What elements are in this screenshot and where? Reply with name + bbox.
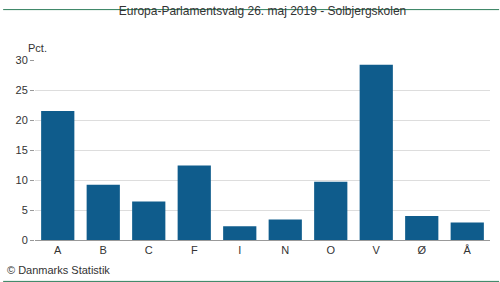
svg-text:20: 20 [16, 114, 28, 126]
svg-text:0: 0 [22, 234, 28, 246]
svg-text:30: 30 [16, 54, 28, 66]
svg-text:Ø: Ø [417, 244, 426, 256]
svg-text:A: A [54, 244, 62, 256]
svg-text:5: 5 [22, 204, 28, 216]
svg-text:Europa-Parlamentsvalg 26. maj: Europa-Parlamentsvalg 26. maj 2019 - Sol… [119, 4, 407, 18]
svg-text:V: V [373, 244, 381, 256]
svg-text:O: O [326, 244, 335, 256]
svg-text:10: 10 [16, 174, 28, 186]
svg-text:N: N [281, 244, 289, 256]
svg-text:C: C [145, 244, 153, 256]
svg-text:Pct.: Pct. [28, 42, 47, 54]
svg-text:B: B [100, 244, 107, 256]
svg-text:I: I [238, 244, 241, 256]
svg-text:F: F [191, 244, 198, 256]
svg-text:15: 15 [16, 144, 28, 156]
svg-text:Å: Å [464, 244, 472, 256]
svg-text:25: 25 [16, 84, 28, 96]
svg-text:© Danmarks Statistik: © Danmarks Statistik [7, 264, 110, 276]
